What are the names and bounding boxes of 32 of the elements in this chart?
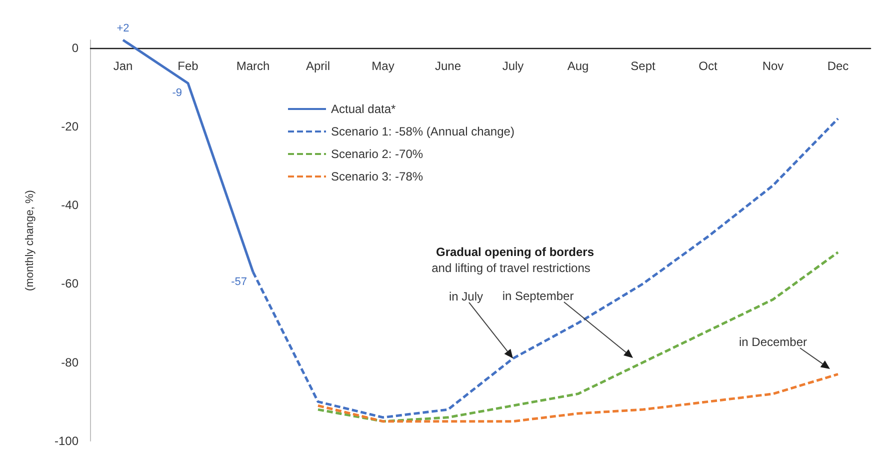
legend-label: Scenario 2: -70% [331, 147, 424, 161]
y-axis-title: (monthly change, %) [24, 190, 36, 291]
annotation: Gradual opening of borders [436, 245, 594, 259]
x-tick-label: Sept [630, 58, 656, 73]
x-tick-label: Feb [178, 58, 199, 73]
annotation: in September [502, 289, 574, 303]
legend-label: Scenario 3: -78% [331, 170, 424, 184]
y-tick-label: -100 [54, 434, 79, 448]
x-tick-label: Oct [698, 58, 718, 73]
x-tick-label: June [434, 58, 462, 73]
data-label: -9 [172, 87, 182, 100]
x-tick-label: Dec [827, 58, 849, 73]
x-tick-label: Aug [567, 58, 589, 73]
x-tick-label: Nov [762, 58, 784, 73]
data-label: -57 [231, 276, 247, 288]
legend-label: Scenario 1: -58% (Annual change) [331, 124, 514, 138]
line-series [316, 372, 840, 423]
data-label: +2 [116, 22, 130, 34]
annotation: and lifting of travel restrictions [432, 261, 590, 275]
annotation: in December [738, 335, 808, 349]
y-tick-label: -20 [61, 119, 79, 134]
y-tick-label: -60 [61, 276, 79, 291]
y-tick-label: 0 [72, 40, 79, 55]
annotation: in July [448, 289, 484, 304]
legend-label: Actual data* [331, 102, 396, 116]
y-tick-label: -80 [61, 355, 79, 370]
x-tick-label: July [502, 58, 524, 73]
x-tick-label: Jan [113, 58, 133, 73]
x-tick-label: May [372, 58, 394, 73]
y-tick-label: -40 [61, 198, 79, 212]
x-tick-label: March [236, 58, 270, 73]
x-tick-label: April [306, 58, 330, 73]
